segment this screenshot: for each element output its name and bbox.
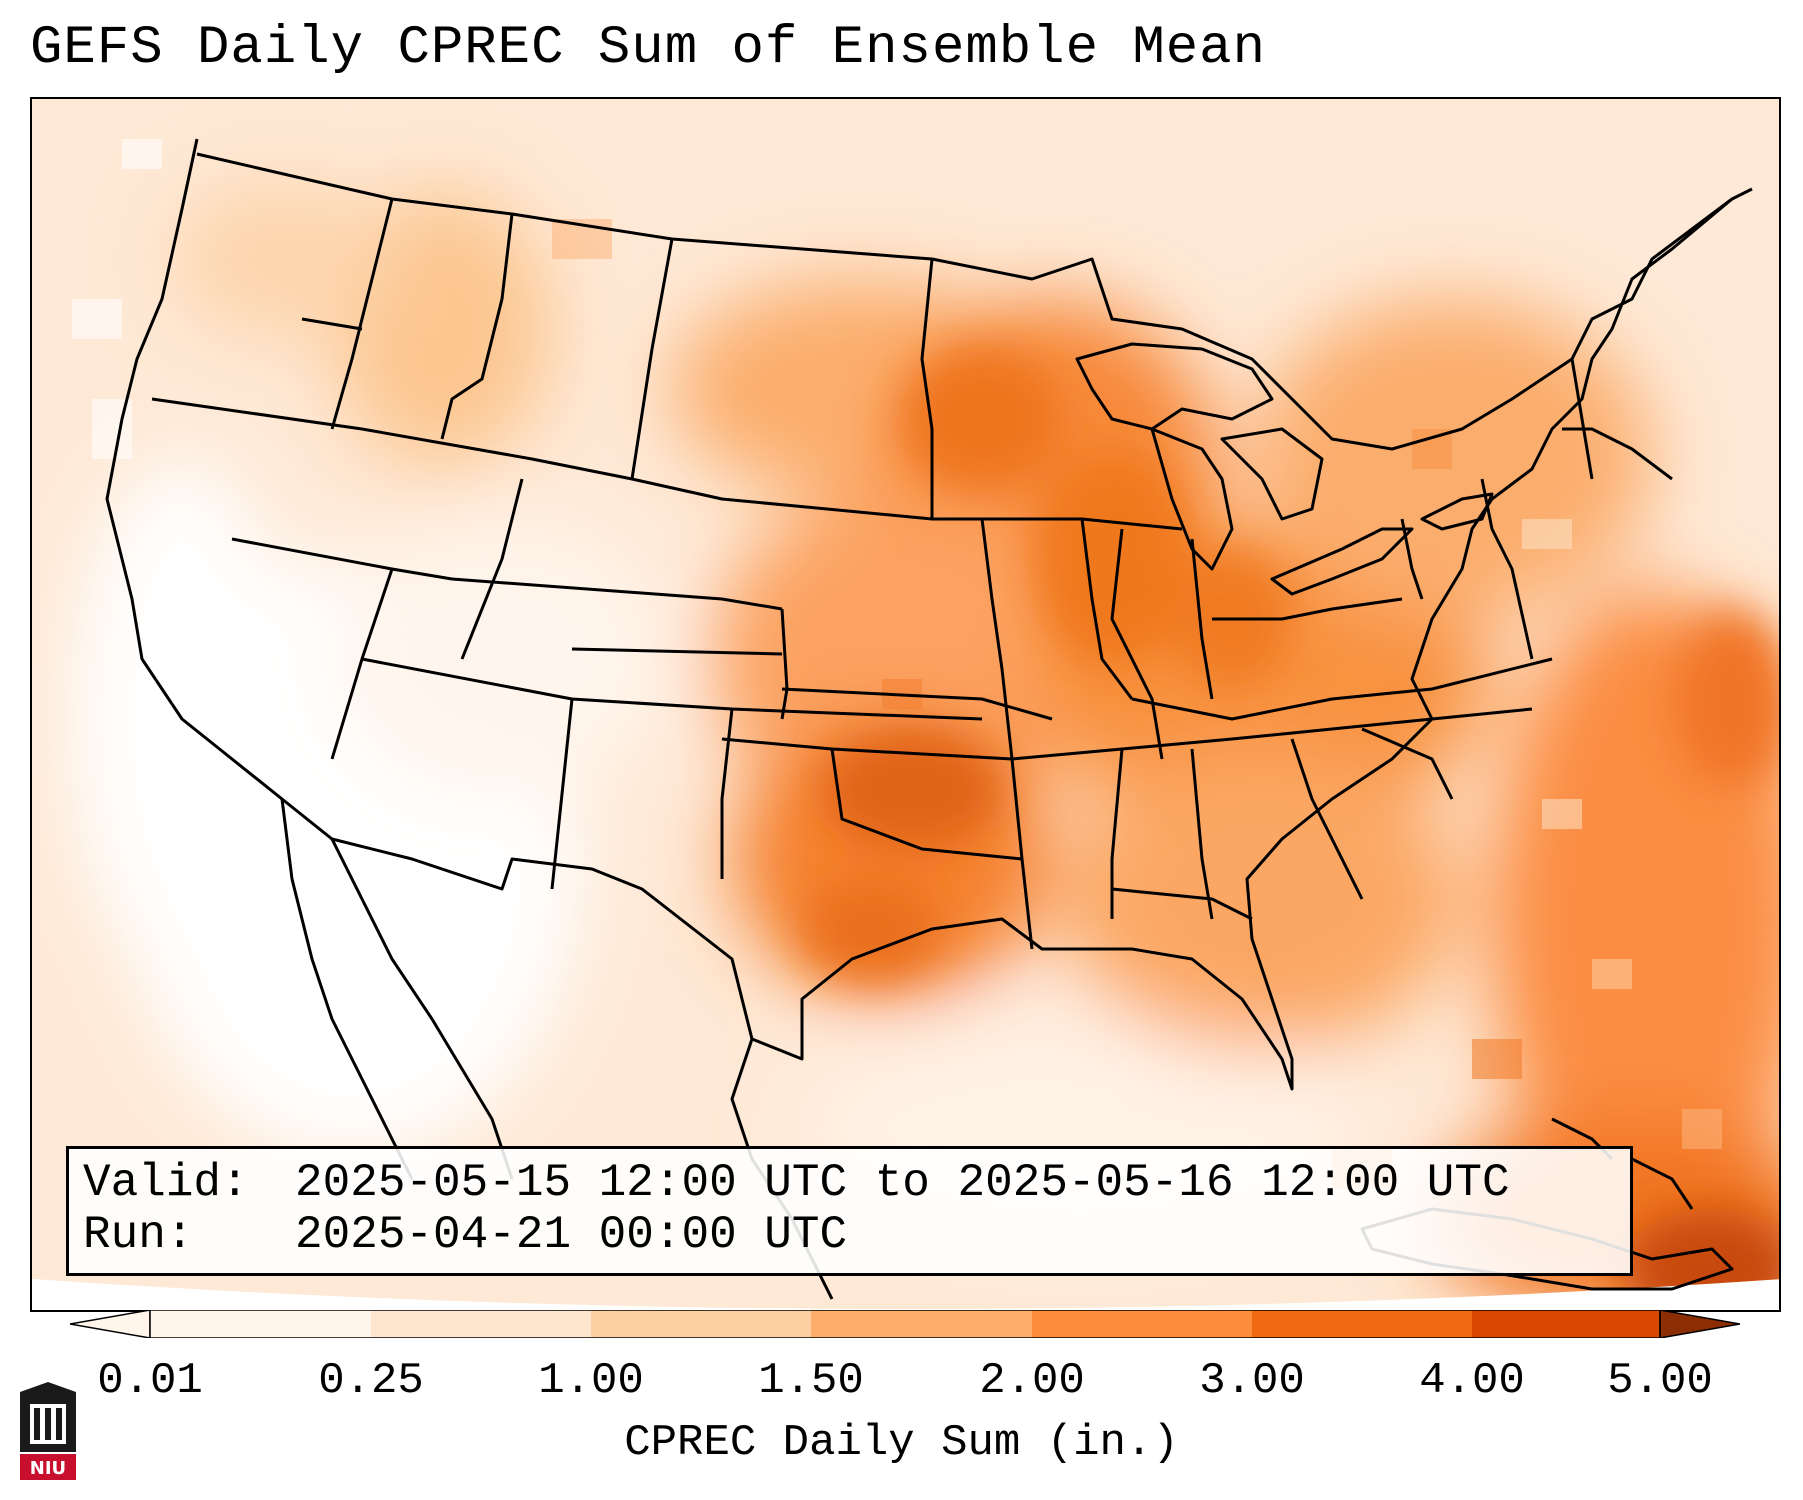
precip-max-atlantic: [1672, 609, 1779, 789]
colorbar-tick-label: 5.00: [1607, 1356, 1713, 1406]
map-title: GEFS Daily CPREC Sum of Ensemble Mean: [30, 18, 1266, 79]
precip-max-oklahoma: [822, 729, 1002, 849]
colorbar-label: CPREC Daily Sum (in.): [624, 1418, 1179, 1468]
colorbar-bin-0.25-1.00: [371, 1310, 591, 1338]
colorbar-bin-1.50-2.00: [811, 1310, 1032, 1338]
colorbar-bin-1.00-1.50: [591, 1310, 811, 1338]
colorbar-tick-label: 1.50: [758, 1356, 864, 1406]
run-label: Run:: [83, 1209, 194, 1261]
colorbar-tick-label: 4.00: [1419, 1356, 1525, 1406]
precip-map-canvas: [32, 99, 1779, 1310]
colorbar-tick-label: 0.25: [318, 1356, 424, 1406]
precip-map: [30, 97, 1781, 1312]
niu-logo: NIU: [20, 1382, 76, 1480]
colorbar-tick-label: 0.01: [97, 1356, 203, 1406]
state-boundaries: [105, 138, 1753, 1300]
logo-text: NIU: [30, 1458, 66, 1479]
colorbar-bin-2.00-3.00: [1032, 1310, 1252, 1338]
validity-info-box: Valid: 2025-05-15 12:00 UTC to 2025-05-16…: [66, 1146, 1633, 1276]
colorbar-extend-low: [70, 1310, 151, 1338]
colorbar-bin-3.00-4.00: [1252, 1310, 1472, 1338]
projection-edge: [32, 1279, 1779, 1310]
valid-label: Valid:: [83, 1157, 249, 1209]
colorbar-tick-label: 2.00: [979, 1356, 1085, 1406]
valid-time-range: 2025-05-15 12:00 UTC to 2025-05-16 12:00…: [295, 1157, 1510, 1209]
precip-region-southeast: [1062, 749, 1462, 1049]
colorbar-bin-0.01-0.25: [150, 1310, 371, 1338]
colorbar-extend-high: [1659, 1310, 1740, 1338]
precip-max-minnesota: [902, 349, 1062, 489]
precip-max-wisconsin-illinois: [1032, 449, 1192, 669]
colorbar-bin-4.00-5.00: [1472, 1310, 1660, 1338]
colorbar: [70, 1310, 1740, 1338]
colorbar-outline: [149, 1310, 1661, 1338]
precip-max-north-texas: [802, 879, 942, 979]
colorbar-tick-label: 3.00: [1199, 1356, 1305, 1406]
colorbar-tick-labels: 0.01 0.25 1.00 1.50 2.00 3.00 4.00 5.00: [0, 1356, 1803, 1408]
run-time: 2025-04-21 00:00 UTC: [295, 1209, 848, 1261]
colorbar-tick-label: 1.00: [538, 1356, 644, 1406]
precip-region-pacific-northwest: [172, 179, 392, 339]
